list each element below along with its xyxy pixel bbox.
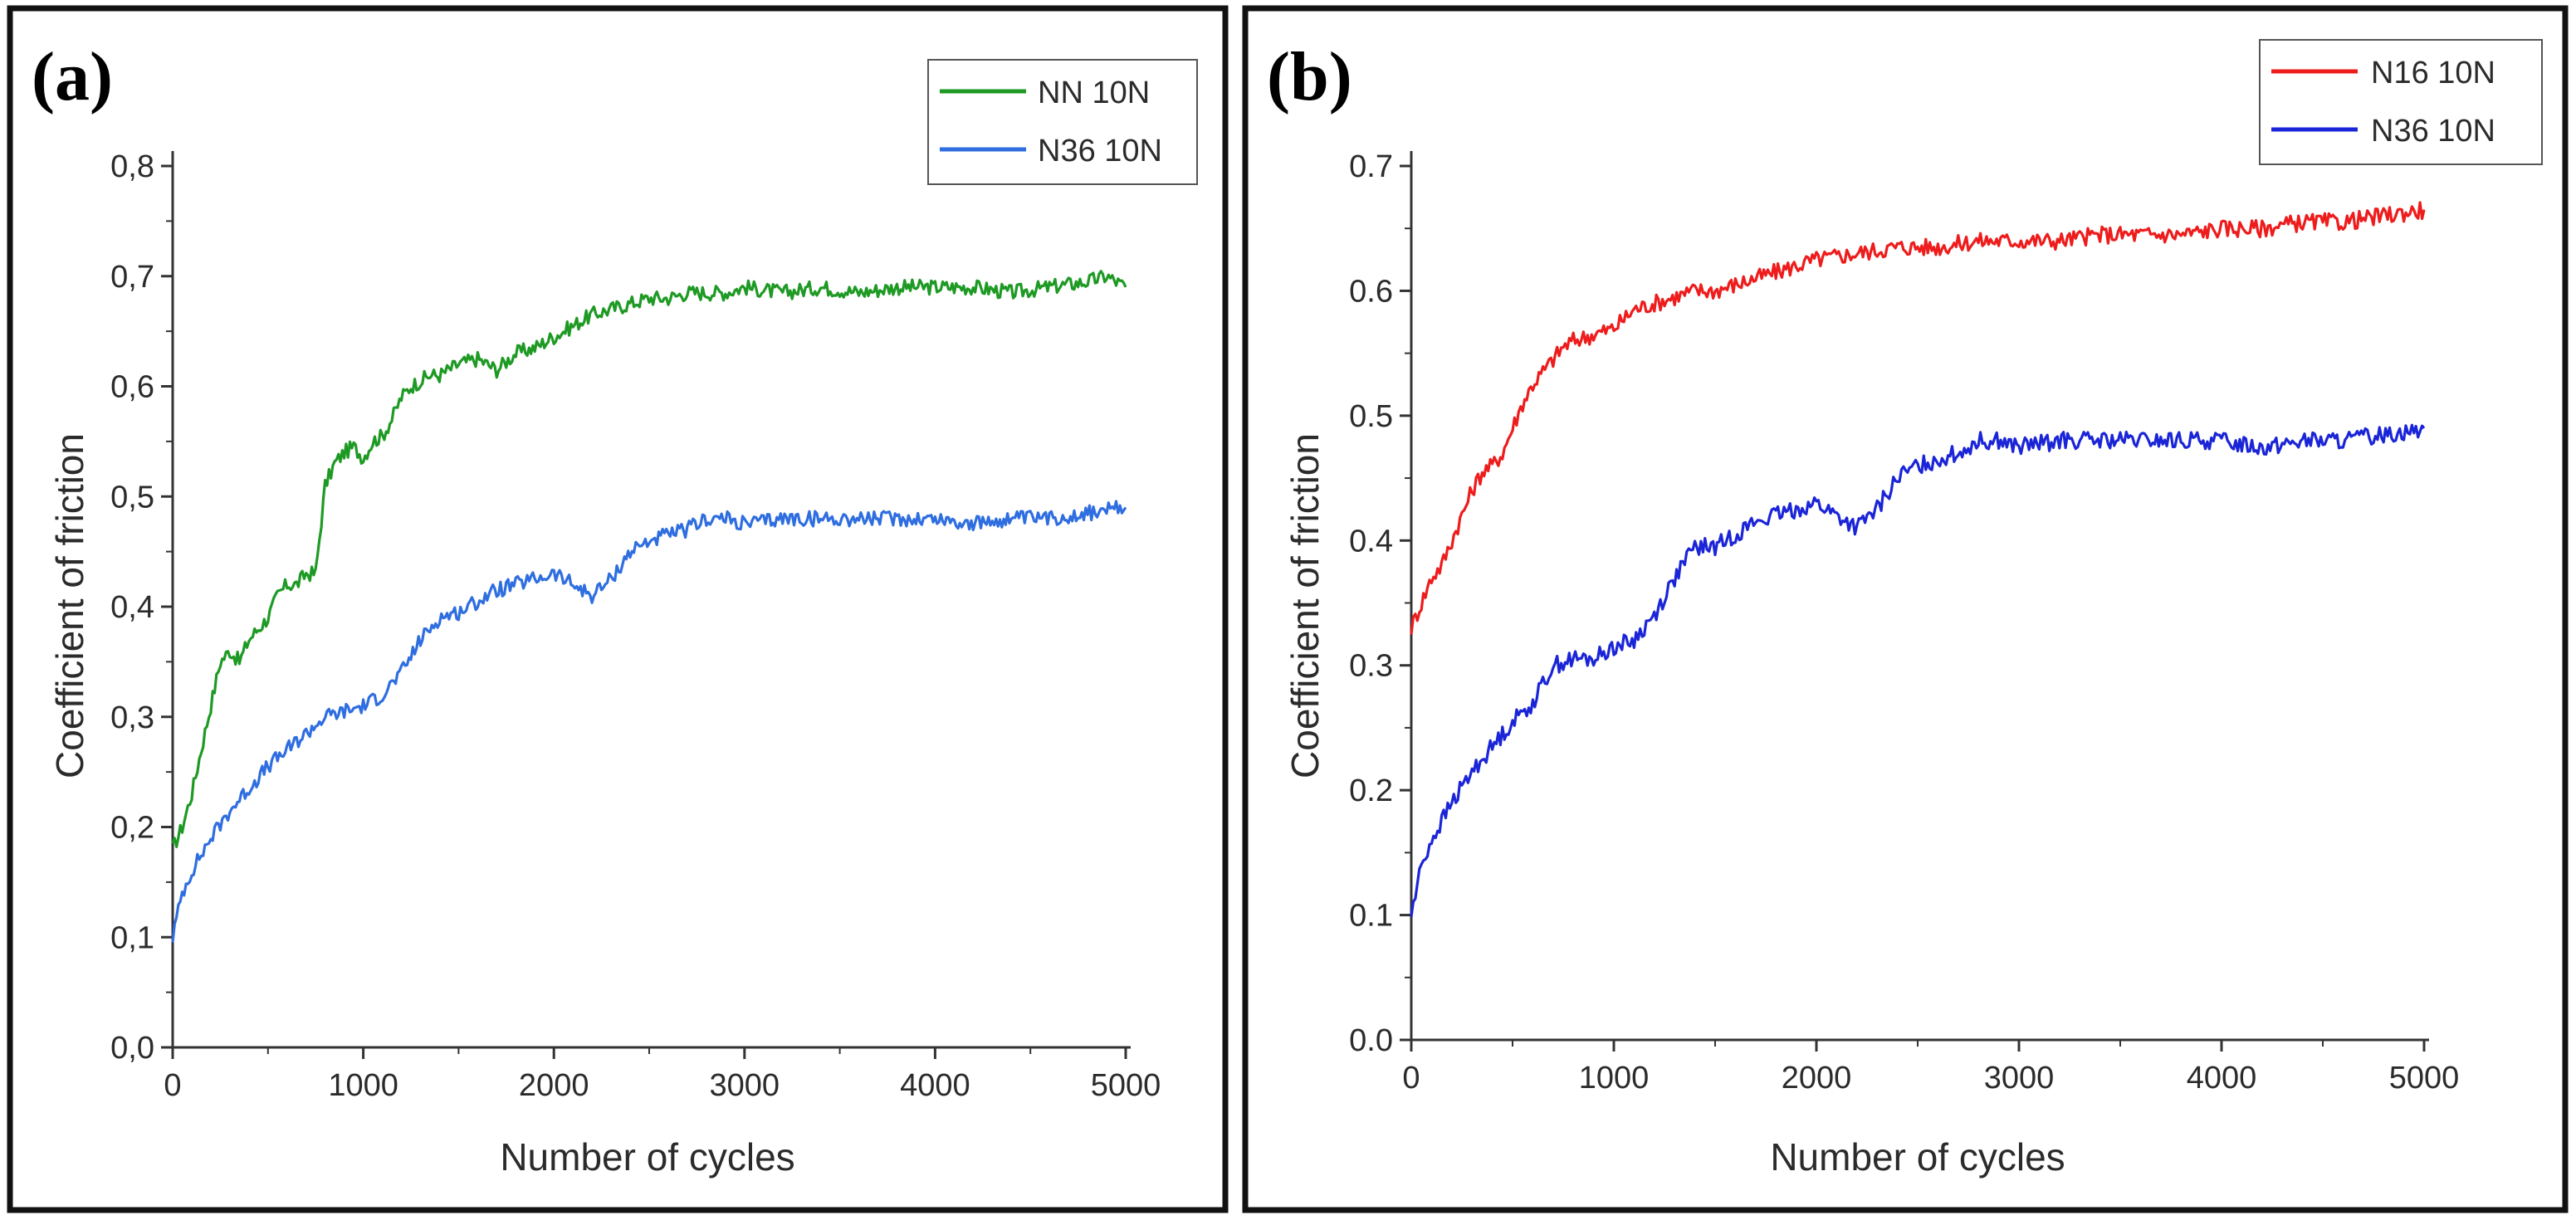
x-tick-label: 3000 — [710, 1068, 780, 1103]
y-tick-label: 0,2 — [110, 811, 154, 846]
legend-label-n36-10n: N36 10N — [1038, 134, 1162, 168]
panel-a-legend: NN 10N N36 10N — [927, 59, 1198, 185]
panel-b-axes: 0.0 0.1 0.2 0.3 0.4 0.5 0.6 0.7 0 1000 2000 3000 400… — [1349, 149, 2459, 1096]
x-tick-label: 0 — [1402, 1061, 1420, 1096]
y-tick-label: 0,8 — [110, 149, 154, 184]
x-tick-label: 5000 — [1091, 1068, 1161, 1103]
x-tick-label: 5000 — [2389, 1061, 2460, 1096]
y-tick-label: 0.4 — [1349, 524, 1393, 559]
y-tick-label: 0,3 — [110, 700, 154, 735]
x-tick-label: 1000 — [328, 1068, 398, 1103]
series-line-nn-10n — [171, 270, 1127, 849]
series-line-n36-10n — [171, 500, 1127, 943]
x-tick-label: 2000 — [1782, 1061, 1852, 1096]
y-tick-label: 0,0 — [110, 1031, 154, 1066]
x-axis-title: Number of cycles — [1770, 1135, 2065, 1179]
y-tick-label: 0,7 — [110, 260, 154, 295]
x-tick-label: 2000 — [519, 1068, 589, 1103]
y-tick-label: 0.1 — [1349, 899, 1393, 934]
y-tick-label: 0.7 — [1349, 149, 1393, 184]
x-tick-label: 1000 — [1579, 1061, 1650, 1096]
panel-a: (a) 0,0 0,1 0,2 0,3 0,4 0,5 0,6 0,7 0,8 0 1000 2000… — [7, 5, 1229, 1213]
y-tick-label: 0.0 — [1349, 1023, 1393, 1058]
y-tick-label: 0,4 — [110, 590, 154, 625]
legend-box — [2259, 39, 2543, 165]
y-tick-label: 0,6 — [110, 370, 154, 405]
x-tick-label: 4000 — [900, 1068, 970, 1103]
legend-label-n16-10n: N16 10N — [2371, 56, 2495, 90]
panel-b-legend: N16 10N N36 10N — [2259, 39, 2543, 165]
y-tick-label: 0,1 — [110, 920, 154, 955]
panel-b: (b) 0.0 0.1 0.2 0.3 0.4 0.5 0.6 0.7 0 1000 2000 300… — [1242, 5, 2569, 1213]
panel-a-axes: 0,0 0,1 0,2 0,3 0,4 0,5 0,6 0,7 0,8 0 1000 2000 3000… — [110, 149, 1161, 1103]
y-axis-title: Coefficient of friction — [1283, 433, 1327, 778]
legend-label-nn-10n: NN 10N — [1038, 76, 1150, 110]
series-line-n16-10n — [1410, 201, 2426, 635]
y-tick-label: 0.5 — [1349, 399, 1393, 434]
legend-label-n36-10n: N36 10N — [2371, 114, 2495, 149]
x-tick-label: 3000 — [1984, 1061, 2055, 1096]
series-line-n36-10n — [1410, 423, 2426, 917]
panel-b-frame — [1242, 5, 2569, 1213]
panel-a-frame — [7, 5, 1229, 1213]
y-tick-label: 0.3 — [1349, 649, 1393, 684]
panel-a-label: (a) — [32, 38, 113, 115]
x-tick-label: 4000 — [2187, 1061, 2257, 1096]
panel-a-series — [171, 270, 1127, 943]
x-axis-title: Number of cycles — [500, 1135, 794, 1179]
legend-box — [927, 59, 1198, 185]
y-tick-label: 0.6 — [1349, 274, 1393, 309]
y-tick-label: 0,5 — [110, 480, 154, 515]
x-tick-label: 0 — [164, 1068, 181, 1103]
y-tick-label: 0.2 — [1349, 773, 1393, 808]
y-axis-title: Coefficient of friction — [48, 433, 91, 778]
panel-b-label: (b) — [1267, 38, 1352, 115]
panel-b-series — [1410, 201, 2426, 917]
